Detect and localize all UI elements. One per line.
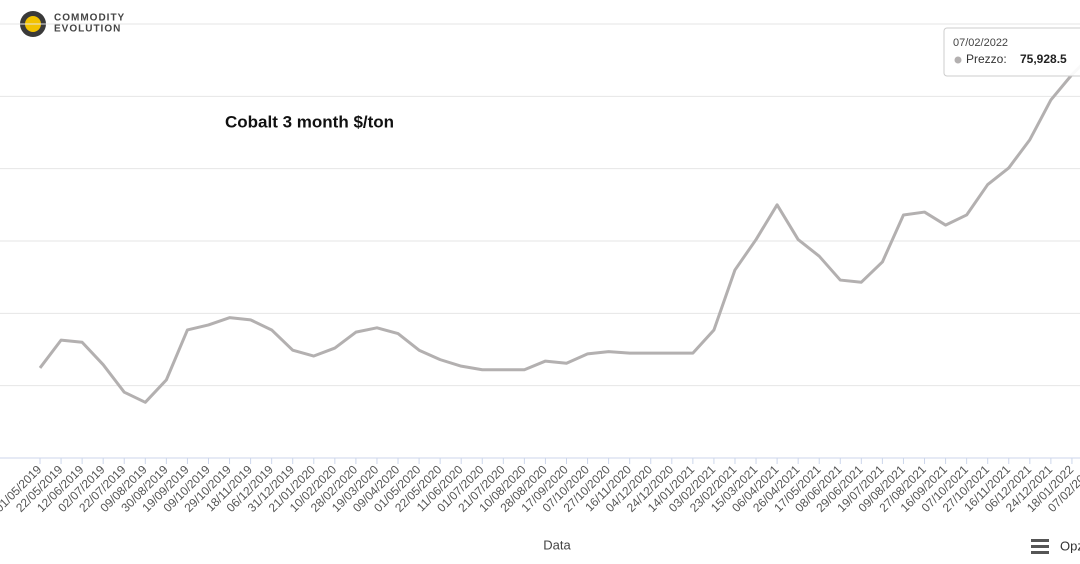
x-axis-label: Data bbox=[543, 537, 571, 552]
chart-title: Cobalt 3 month $/ton bbox=[225, 112, 394, 131]
tooltip-value: 75,928.5 bbox=[1020, 52, 1067, 66]
tooltip-date: 07/02/2022 bbox=[953, 37, 1008, 49]
logo-text: COMMODITY bbox=[54, 13, 125, 24]
menu-button[interactable]: Opzioni bbox=[1031, 538, 1080, 554]
tooltip-box bbox=[943, 27, 1080, 77]
menu-icon bbox=[1031, 539, 1049, 542]
menu-icon bbox=[1031, 545, 1049, 548]
tooltip-label: Prezzo: bbox=[966, 52, 1007, 66]
price-line bbox=[38, 64, 1080, 404]
menu-icon bbox=[1031, 551, 1049, 554]
menu-text[interactable]: Opzioni bbox=[1060, 538, 1080, 553]
tooltip-marker bbox=[954, 56, 962, 64]
logo-text: EVOLUTION bbox=[54, 24, 121, 35]
tooltip: 07/02/2022 Prezzo: 75,928.5 bbox=[943, 27, 1080, 77]
